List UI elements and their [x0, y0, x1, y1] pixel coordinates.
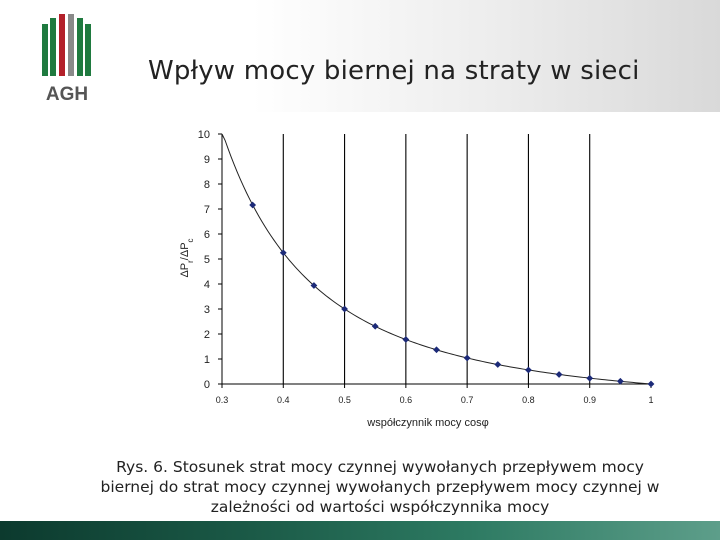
data-point [463, 354, 471, 362]
x-tick-label: 0.5 [338, 395, 351, 405]
data-point [433, 346, 440, 354]
x-tick-labels: 0.3 0.4 0.5 0.6 0.7 0.8 0.9 1 [216, 384, 654, 405]
data-point [555, 371, 563, 378]
x-axis-label: współczynnik mocy cosφ [366, 417, 488, 429]
y-tick-label: 8 [204, 179, 210, 191]
x-tick-label: 1 [648, 395, 653, 405]
x-tick-label: 0.8 [522, 395, 535, 405]
data-point [647, 380, 655, 388]
data-point [616, 377, 624, 385]
chart-grid [282, 134, 591, 384]
data-point [402, 336, 410, 343]
data-point [586, 374, 594, 382]
caption-line-3: zależności od wartości współczynnika moc… [210, 498, 550, 516]
y-axis-label: ΔPr/ΔPc [179, 238, 195, 277]
figure-caption: Rys. 6. Stosunek strat mocy czynnej wywo… [40, 457, 720, 517]
data-point [371, 322, 379, 330]
y-tick-label: 2 [204, 329, 210, 341]
y-tick-label: 3 [204, 304, 210, 316]
agh-logo: AGH [42, 14, 91, 105]
loss-ratio-chart: 0 1 2 3 4 5 6 7 8 9 10 0.3 0.4 0.5 0.6 0.7 0.8 0.9 1 wspó… [179, 129, 655, 429]
x-tick-label: 0.6 [400, 395, 413, 405]
data-point [249, 201, 257, 209]
x-tick-label: 0.3 [216, 395, 229, 405]
x-tick-label: 0.7 [461, 395, 474, 405]
y-tick-label: 4 [204, 279, 210, 291]
data-point [525, 366, 532, 374]
footer-bar [0, 521, 720, 540]
y-tick-label: 5 [204, 254, 210, 266]
data-point [279, 249, 287, 257]
data-point [341, 305, 348, 313]
y-tick-label: 0 [204, 379, 210, 391]
slide-title: Wpływ mocy biernej na straty w sieci [148, 56, 640, 86]
y-tick-label: 7 [204, 204, 210, 216]
y-tick-labels: 0 1 2 3 4 5 6 7 8 9 10 [198, 129, 222, 391]
x-tick-label: 0.9 [583, 395, 596, 405]
y-tick-label: 6 [204, 229, 210, 241]
header-background [0, 0, 720, 112]
logo-text: AGH [46, 84, 88, 105]
data-point [310, 282, 318, 289]
x-tick-label: 0.4 [277, 395, 290, 405]
caption-line-1: Rys. 6. Stosunek strat mocy czynnej wywo… [116, 458, 644, 476]
data-point [494, 361, 502, 368]
y-tick-label: 1 [204, 354, 210, 366]
caption-line-2: biernej do strat mocy czynnej wywołanych… [100, 478, 660, 496]
y-tick-label: 10 [198, 129, 210, 141]
y-tick-label: 9 [204, 154, 210, 166]
